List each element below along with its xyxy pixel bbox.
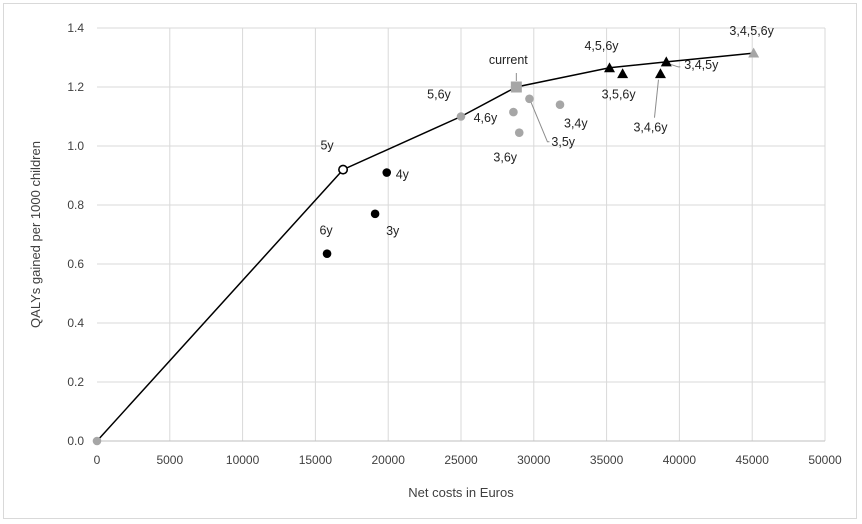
point-4y-label: 4y: [396, 168, 410, 182]
point-6y-marker: [322, 249, 332, 258]
point-4-5-6y-label: 4,5,6y: [584, 39, 619, 53]
point-3-4-6y-marker: [654, 68, 666, 79]
point-3-4-5y-label: 3,4,5y: [684, 58, 719, 72]
x-tick-label: 40000: [663, 453, 697, 467]
y-tick-label: 1.2: [67, 80, 84, 94]
point-4-6y-label: 4,6y: [474, 111, 498, 125]
point-3-4-6y-leader: [653, 79, 659, 118]
point-5-6y-marker: [456, 112, 466, 121]
point-4-5-6y-marker: [604, 62, 616, 73]
point-4y-marker: [382, 168, 392, 177]
y-tick-label: 0.4: [67, 316, 84, 330]
point-3-4-5y-marker: [660, 56, 672, 67]
point-3-6y-marker: [514, 128, 524, 138]
x-tick-label: 0: [94, 453, 101, 467]
point-3-4-6y-label: 3,4,6y: [633, 121, 668, 135]
point-3-4-5-6y-label: 3,4,5,6y: [729, 24, 774, 38]
point-current-label: current: [489, 53, 528, 67]
chart-frame: [3, 3, 857, 519]
y-tick-label: 0.6: [67, 257, 84, 271]
y-tick-label: 0.8: [67, 198, 84, 212]
y-axis-ticks: 0.0 0.2 0.4 0.6 0.8 1.0 1.2 1.4: [67, 21, 84, 448]
x-tick-label: 45000: [736, 453, 770, 467]
x-tick-label: 15000: [299, 453, 333, 467]
point-6y-label: 6y: [319, 224, 333, 238]
x-tick-label: 20000: [372, 453, 406, 467]
x-axis-ticks: 0 5000 10000 15000 20000 25000 30000 35000 40000…: [94, 453, 842, 467]
point-3-4-5-6y-marker: [748, 47, 760, 58]
point-5y-label: 5y: [320, 139, 334, 153]
point-3-6y-label: 3,6y: [493, 151, 517, 165]
point-3-4y-marker: [555, 100, 565, 109]
x-tick-label: 35000: [590, 453, 624, 467]
point-3-5y-marker: [525, 94, 534, 104]
y-tick-label: 0.0: [67, 434, 84, 448]
point-3-5y-leader: [529, 100, 550, 143]
y-tick-label: 0.2: [67, 375, 84, 389]
y-axis-title: QALYs gained per 1000 children: [28, 141, 43, 328]
label-leader-lines: [515, 63, 681, 143]
point-3-5-6y-label: 3,5,6y: [602, 88, 637, 102]
point-3-4-5y-leader: [669, 63, 681, 68]
x-tick-label: 25000: [444, 453, 478, 467]
point-origin-marker: [92, 436, 102, 446]
point-5-6y-label: 5,6y: [427, 88, 451, 102]
point-3-5-6y-marker: [617, 68, 629, 79]
data-points: [92, 47, 760, 446]
point-3-5y-label: 3,5y: [551, 135, 575, 149]
x-tick-label: 50000: [808, 453, 842, 467]
point-3-4y-label: 3,4y: [564, 117, 588, 131]
gridlines: [97, 27, 826, 441]
point-3y-label: 3y: [386, 224, 400, 238]
y-tick-label: 1.0: [67, 139, 84, 153]
x-tick-label: 30000: [517, 453, 551, 467]
x-tick-label: 10000: [226, 453, 260, 467]
x-axis-title: Net costs in Euros: [408, 485, 514, 500]
point-3y-marker: [370, 209, 380, 219]
point-4-6y-marker: [509, 107, 518, 117]
point-labels: 5y 6y 3y 4y 5,6y 4,6y 3,6y 3,5y 3,4y current 4,5,6…: [319, 24, 774, 238]
x-tick-label: 5000: [156, 453, 183, 467]
point-5y-marker: [338, 164, 349, 175]
y-tick-label: 1.4: [67, 21, 84, 35]
point-current-marker: [510, 81, 522, 93]
